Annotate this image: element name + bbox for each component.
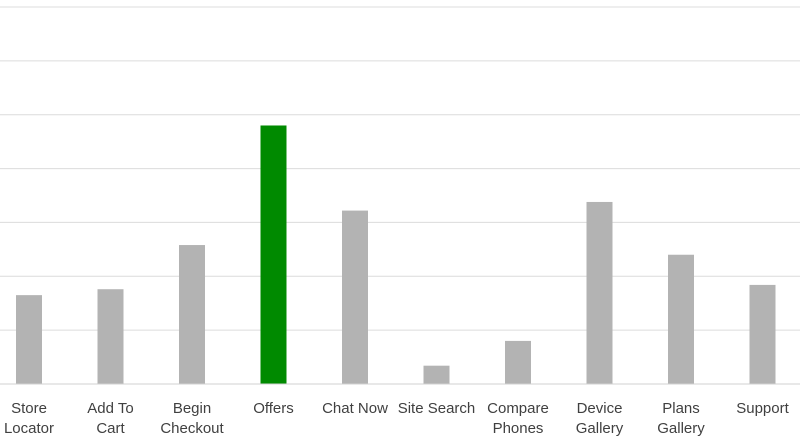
bars xyxy=(16,125,776,384)
x-tick-label: Support xyxy=(736,400,789,417)
x-tick-label: Device Gallery xyxy=(576,400,624,437)
bar-store-locator xyxy=(16,295,42,384)
x-tick-label: Compare Phones xyxy=(487,400,549,437)
bar-support xyxy=(749,284,776,384)
x-tick-label: Begin Checkout xyxy=(160,400,224,437)
bar-begin-checkout xyxy=(179,245,205,384)
bar-compare-phones xyxy=(505,340,531,384)
bar-add-to-cart xyxy=(97,289,124,384)
x-tick-label: Plans Gallery xyxy=(657,400,705,437)
x-tick-label: Offers xyxy=(253,400,294,417)
bar-site-search xyxy=(423,365,450,384)
bar-offers xyxy=(260,125,287,384)
bar-device-gallery xyxy=(586,201,613,384)
x-tick-label: Add To Cart xyxy=(87,400,133,437)
bar-chat-now xyxy=(342,210,368,384)
x-tick-label: Site Search xyxy=(398,400,476,417)
x-tick-label: Store Locator xyxy=(4,400,54,437)
bar-plans-gallery xyxy=(668,254,694,384)
x-tick-label: Chat Now xyxy=(322,400,388,417)
x-tick-labels: Store Locator Add To Cart Begin Checkout Offer… xyxy=(4,400,790,437)
gridlines xyxy=(0,6,800,331)
